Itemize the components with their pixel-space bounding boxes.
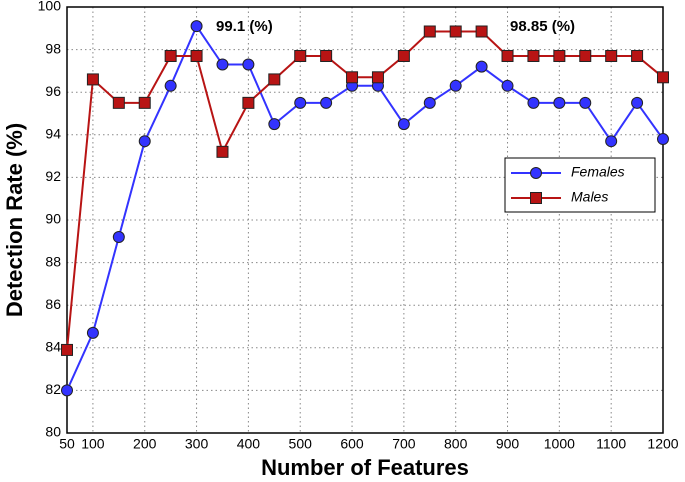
marker [553,96,566,109]
y-tick-label: 84 [45,339,61,355]
legend-marker [530,167,542,179]
x-tick-label: 1000 [544,436,575,452]
x-tick-label: 300 [185,436,209,452]
marker [579,96,592,109]
marker [605,135,618,148]
x-tick-label: 50 [59,436,75,452]
marker [475,60,488,73]
marker [61,384,73,397]
marker [216,145,229,158]
marker [164,49,177,62]
y-tick-label: 98 [45,40,61,56]
marker [527,96,540,109]
y-axis-title: Detection Rate (%) [2,123,27,317]
x-tick-label: 800 [444,436,468,452]
x-tick-label: 500 [289,436,313,452]
y-tick-label: 82 [45,381,61,397]
marker [501,79,514,92]
marker [294,96,307,109]
marker [449,79,462,92]
marker [190,49,203,62]
x-tick-label: 200 [133,436,157,452]
marker [61,343,73,356]
annotation: 99.1 (%) [216,18,273,35]
marker [475,25,488,38]
marker [242,96,255,109]
x-tick-label: 1200 [647,436,678,452]
x-tick-label: 100 [81,436,105,452]
marker [320,96,333,109]
y-tick-label: 90 [45,211,61,227]
y-tick-label: 80 [45,424,61,440]
x-tick-label: 700 [392,436,416,452]
y-tick-label: 96 [45,83,61,99]
plot-frame [66,6,664,434]
marker [242,58,255,71]
x-axis-title: Number of Features [261,455,469,480]
x-tick-label: 900 [496,436,520,452]
marker [164,79,177,92]
y-tick-label: 94 [45,126,61,142]
marker [138,135,151,148]
marker [657,133,669,146]
marker [553,49,566,62]
marker [501,49,514,62]
marker [527,49,540,62]
marker [657,71,669,84]
x-tick-label: 400 [237,436,261,452]
y-tick-label: 88 [45,253,61,269]
marker [190,20,203,33]
annotation: 98.85 (%) [510,18,575,35]
y-tick-label: 100 [38,0,62,14]
marker [423,25,436,38]
marker [320,49,333,62]
marker [397,118,410,131]
marker [605,49,618,62]
marker [294,49,307,62]
marker [138,96,151,109]
x-tick-label: 600 [340,436,364,452]
y-tick-label: 86 [45,296,61,312]
marker [423,96,436,109]
marker [346,71,359,84]
marker [86,73,99,86]
legend-label: Males [571,189,608,205]
marker [579,49,592,62]
marker [268,73,281,86]
x-tick-label: 1100 [596,436,626,452]
marker [112,96,125,109]
marker [449,25,462,38]
legend-label: Females [571,164,625,180]
marker [216,58,229,71]
y-tick-label: 92 [45,168,61,184]
marker [371,71,384,84]
marker [397,49,410,62]
marker [86,326,99,339]
marker [631,49,644,62]
marker [631,96,644,109]
legend-marker [530,192,542,204]
legend: Females Males [504,157,656,213]
marker [268,118,281,131]
marker [112,231,125,244]
